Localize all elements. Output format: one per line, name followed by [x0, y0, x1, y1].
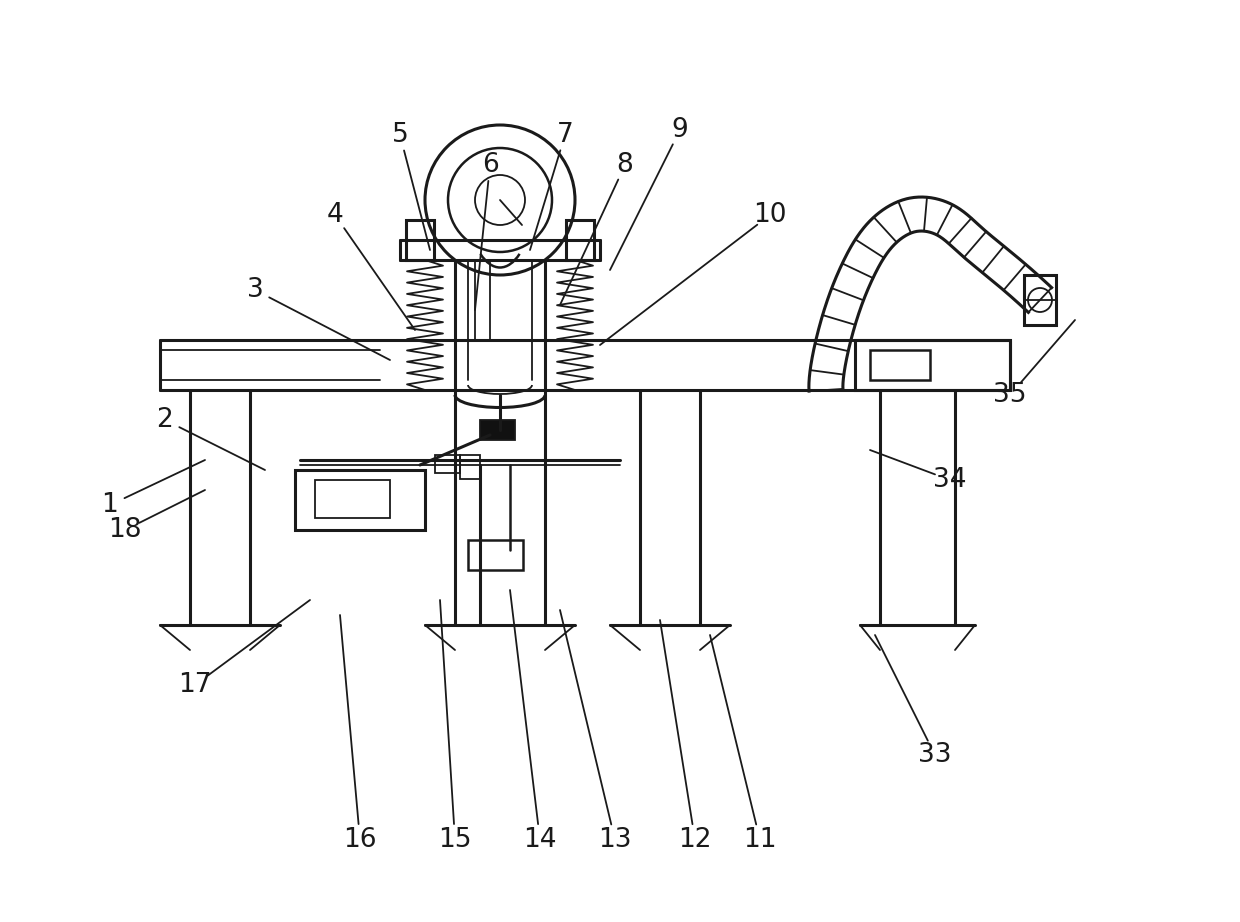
Bar [565, 220, 594, 260]
Bar [405, 220, 434, 260]
Text: 17: 17 [179, 672, 212, 698]
Bar [435, 455, 460, 473]
Text: 5: 5 [392, 122, 408, 148]
Text: 6: 6 [481, 152, 498, 178]
Text: 10: 10 [753, 202, 786, 228]
Text: 13: 13 [598, 827, 631, 853]
Bar [1024, 275, 1056, 325]
Text: 11: 11 [743, 827, 776, 853]
Text: 33: 33 [919, 742, 952, 768]
Bar [295, 470, 425, 530]
Text: 4: 4 [326, 202, 343, 228]
Text: 7: 7 [557, 122, 573, 148]
Text: 34: 34 [934, 467, 967, 493]
Bar [856, 340, 1011, 390]
Text: 15: 15 [438, 827, 471, 853]
Text: 9: 9 [672, 117, 688, 143]
Bar [460, 455, 480, 479]
Bar [467, 540, 523, 570]
Text: 2: 2 [156, 407, 174, 433]
Text: 18: 18 [108, 517, 141, 543]
Text: 35: 35 [993, 382, 1027, 408]
Text: 14: 14 [523, 827, 557, 853]
Bar [870, 350, 930, 380]
Text: 3: 3 [247, 277, 263, 303]
Text: 16: 16 [343, 827, 377, 853]
Bar [480, 420, 515, 440]
Text: 8: 8 [616, 152, 634, 178]
Bar [315, 480, 391, 518]
Text: 1: 1 [102, 492, 118, 518]
Text: 12: 12 [678, 827, 712, 853]
